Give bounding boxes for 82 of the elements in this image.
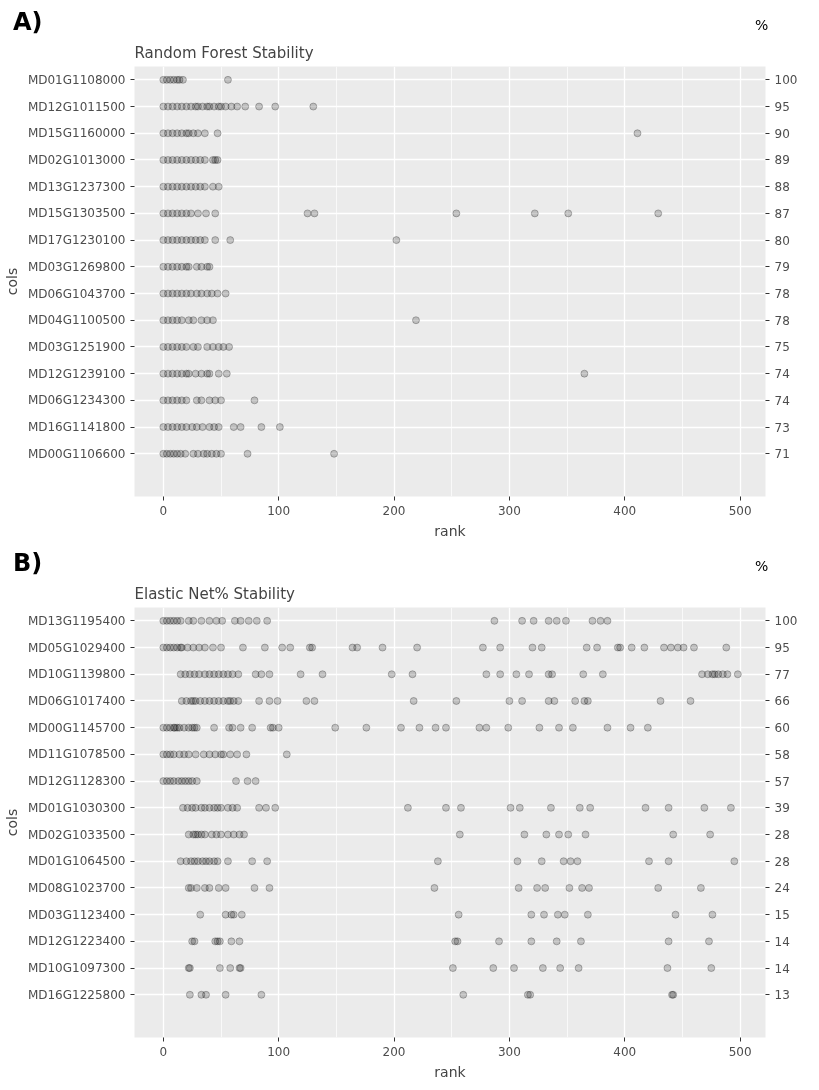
text: A) bbox=[13, 7, 43, 38]
y2-tick-label: 90 bbox=[774, 126, 790, 141]
y2-tick-label: 71 bbox=[774, 447, 790, 462]
y2-tick-label: 74 bbox=[774, 393, 790, 408]
y2-tick-label: 73 bbox=[774, 420, 790, 435]
y2-tick-label: 14 bbox=[774, 934, 790, 949]
x-tick-label: 200 bbox=[382, 503, 406, 518]
y2-tick-label: 89 bbox=[774, 153, 790, 168]
y2-tick-label: 14 bbox=[774, 961, 790, 976]
x-tick-label: 300 bbox=[497, 503, 521, 518]
text: % bbox=[755, 16, 769, 35]
y-tick-label: MD06G1043700 bbox=[27, 286, 126, 301]
y-tick-label: MD00G1106600 bbox=[27, 446, 126, 461]
y2-tick-label: 88 bbox=[774, 180, 790, 195]
x-axis-title: rank bbox=[434, 522, 467, 539]
y2-tick-label: 24 bbox=[774, 881, 790, 896]
y2-tick-label: 95 bbox=[774, 100, 790, 115]
y2-tick-label: 79 bbox=[774, 260, 790, 275]
text: % bbox=[755, 557, 769, 576]
y2-tick-label: 75 bbox=[774, 340, 790, 355]
y-tick-label: MD16G1225800 bbox=[27, 987, 126, 1002]
y2-tick-label: 28 bbox=[774, 854, 790, 869]
y-axis-title: cols bbox=[3, 808, 20, 837]
y-tick-label: MD03G1251900 bbox=[27, 339, 126, 354]
x-tick-label: 100 bbox=[267, 503, 291, 518]
y2-tick-label: 74 bbox=[774, 367, 790, 382]
y2-tick-label: 100 bbox=[774, 73, 798, 88]
y-tick-label: MD15G1160000 bbox=[27, 126, 126, 141]
x-tick-label: 100 bbox=[267, 1044, 291, 1059]
y-tick-label: MD10G1139800 bbox=[27, 667, 126, 682]
chart-title: Random Forest Stability bbox=[134, 43, 314, 62]
y-tick-label: MD01G1108000 bbox=[27, 72, 126, 87]
y-tick-label: MD02G1033500 bbox=[27, 827, 126, 842]
y-tick-label: MD03G1123400 bbox=[27, 907, 126, 922]
y2-tick-label: 80 bbox=[774, 233, 790, 248]
y-tick-label: MD13G1237300 bbox=[27, 179, 126, 194]
y2-tick-label: 77 bbox=[774, 667, 790, 682]
y-tick-label: MD04G1100500 bbox=[27, 313, 126, 328]
y2-tick-label: 28 bbox=[774, 828, 790, 843]
chart-title: Elastic Net% Stability bbox=[134, 584, 296, 603]
y2-tick-label: 78 bbox=[774, 313, 790, 328]
y-tick-label: MD12G1011500 bbox=[27, 99, 126, 114]
x-tick-label: 500 bbox=[728, 1044, 752, 1059]
text: B) bbox=[13, 548, 43, 579]
y2-tick-label: 15 bbox=[774, 908, 790, 923]
y-tick-label: MD15G1303500 bbox=[27, 206, 126, 221]
y2-tick-label: 58 bbox=[774, 747, 790, 762]
y-tick-label: MD12G1128300 bbox=[27, 774, 126, 789]
x-tick-label: 0 bbox=[159, 1044, 168, 1059]
y2-tick-label: 60 bbox=[774, 721, 790, 736]
y-tick-label: MD01G1030300 bbox=[27, 800, 126, 815]
y2-tick-label: 66 bbox=[774, 694, 790, 709]
y-tick-label: MD10G1097300 bbox=[27, 961, 126, 976]
y-tick-label: MD01G1064500 bbox=[27, 854, 126, 869]
x-axis-title: rank bbox=[434, 1063, 467, 1080]
x-tick-label: 400 bbox=[613, 1044, 637, 1059]
y-tick-label: MD00G1145700 bbox=[27, 720, 126, 735]
y-axis-title: cols bbox=[3, 267, 20, 296]
y2-tick-label: 78 bbox=[774, 287, 790, 302]
x-tick-label: 500 bbox=[728, 503, 752, 518]
y2-tick-label: 13 bbox=[774, 988, 790, 1003]
y2-tick-label: 39 bbox=[774, 801, 790, 816]
y2-tick-label: 87 bbox=[774, 206, 790, 221]
y-tick-label: MD17G1230100 bbox=[27, 233, 126, 248]
x-tick-label: 0 bbox=[159, 503, 168, 518]
y-tick-label: MD05G1029400 bbox=[27, 640, 126, 655]
x-tick-label: 200 bbox=[382, 1044, 406, 1059]
y2-tick-label: 95 bbox=[774, 641, 790, 656]
y-tick-label: MD12G1223400 bbox=[27, 934, 126, 949]
y-tick-label: MD06G1234300 bbox=[27, 393, 126, 408]
y2-tick-label: 57 bbox=[774, 774, 790, 789]
y-tick-label: MD13G1195400 bbox=[27, 613, 126, 628]
y-tick-label: MD03G1269800 bbox=[27, 259, 126, 274]
y-tick-label: MD06G1017400 bbox=[27, 693, 126, 708]
y-tick-label: MD12G1239100 bbox=[27, 366, 126, 381]
y-tick-label: MD16G1141800 bbox=[27, 420, 126, 435]
x-tick-label: 400 bbox=[613, 503, 637, 518]
x-tick-label: 300 bbox=[497, 1044, 521, 1059]
y-tick-label: MD02G1013000 bbox=[27, 152, 126, 167]
y-tick-label: MD11G1078500 bbox=[27, 747, 126, 762]
y2-tick-label: 100 bbox=[774, 614, 798, 629]
y-tick-label: MD08G1023700 bbox=[27, 880, 126, 895]
